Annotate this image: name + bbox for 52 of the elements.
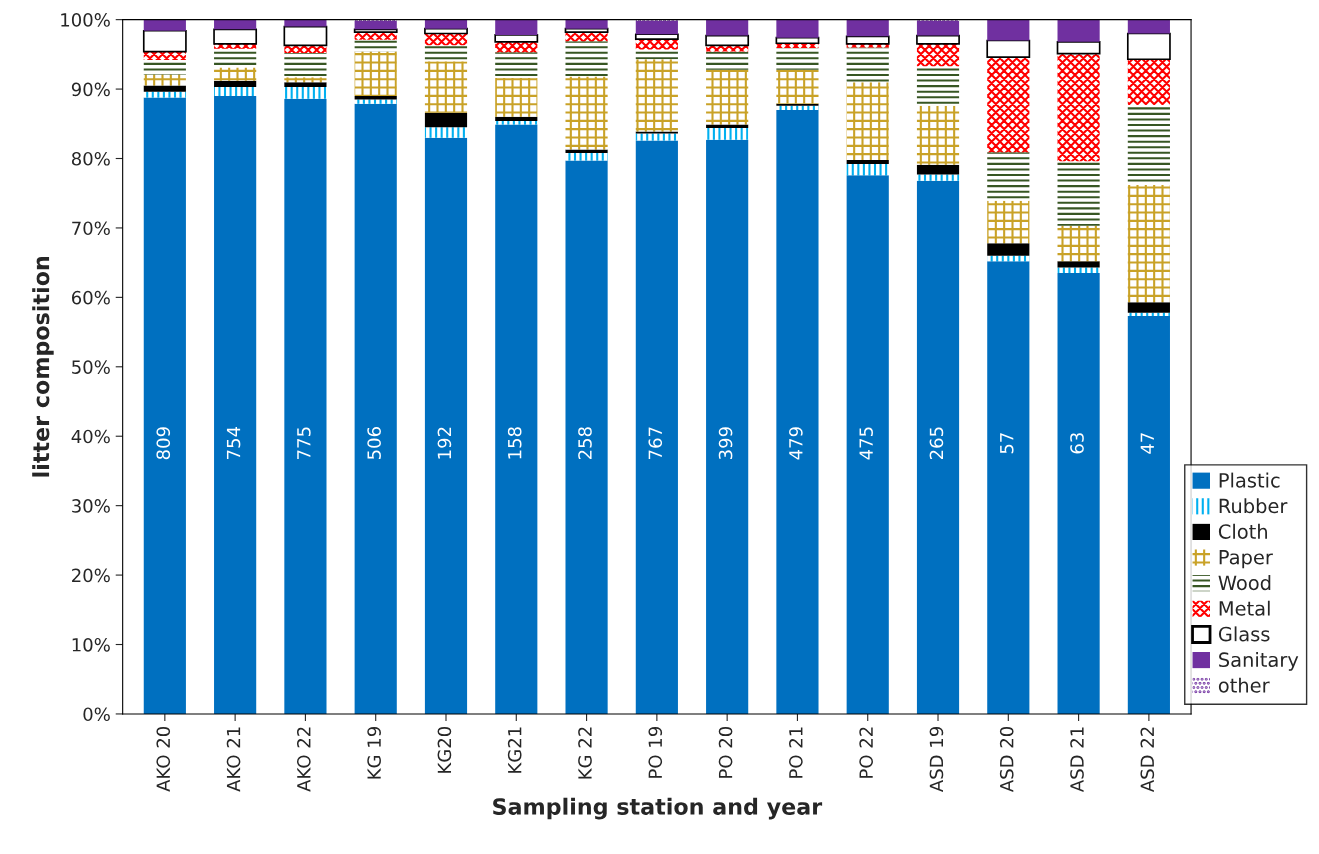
- x-tick-label: ASD 22: [1140, 727, 1155, 793]
- annotation: 57: [1000, 433, 1014, 454]
- x-tick-label: KG21: [507, 727, 522, 773]
- y-tick-label: 90%: [71, 82, 110, 97]
- y-tick-label: 80%: [71, 151, 110, 166]
- y-tick-label: 0%: [83, 707, 110, 722]
- annotation: 754: [226, 426, 241, 459]
- annotation: 767: [648, 427, 663, 459]
- legend-label: Metal: [1219, 600, 1270, 616]
- x-tick-label: ASD 20: [999, 726, 1014, 793]
- annotation: 479: [789, 427, 803, 460]
- x-tick-label: PO 22: [859, 727, 873, 778]
- legend-label: Cloth: [1218, 523, 1267, 539]
- x-tick-label: PO 19: [648, 727, 663, 778]
- legend-label: other: [1218, 677, 1270, 693]
- y-tick-label: 10%: [72, 637, 110, 652]
- x-tick-label: ASD 19: [929, 727, 944, 793]
- y-tick-label: 30%: [72, 499, 110, 513]
- annotation: 63: [1070, 433, 1084, 454]
- x-tick-label: AKO 22: [297, 727, 311, 792]
- y-tick-label: 100%: [61, 13, 110, 27]
- legend-label: Glass: [1218, 626, 1270, 642]
- x-tick-label: PO 20: [718, 726, 733, 778]
- x-tick-label: KG 19: [367, 727, 381, 779]
- y-tick-label: 70%: [72, 221, 110, 236]
- x-tick-label: KG 22: [578, 727, 592, 779]
- legend-label: Sanitary: [1219, 652, 1299, 671]
- legend-label: Paper: [1219, 550, 1273, 569]
- y-tick-label: 50%: [72, 360, 110, 374]
- legend-label: Plastic: [1219, 472, 1280, 488]
- annotation: 475: [859, 427, 873, 460]
- y-tick-label: 20%: [72, 568, 110, 583]
- annotation: 158: [507, 427, 522, 459]
- legend-label: Rubber: [1219, 498, 1288, 514]
- x-tick-label: ASD 21: [1070, 727, 1084, 793]
- x-tick-label: PO 21: [789, 727, 803, 778]
- y-tick-label: 60%: [71, 290, 110, 305]
- y-tick-label: 40%: [71, 429, 110, 444]
- annotation: 809: [156, 427, 171, 460]
- x-tick-label: AKO 21: [226, 727, 241, 792]
- annotation: 265: [929, 427, 944, 460]
- annotation: 192: [437, 427, 452, 459]
- annotation: 506: [367, 427, 381, 459]
- legend-label: Wood: [1218, 575, 1271, 591]
- annotation: 258: [578, 427, 592, 460]
- x-axis-title: Sampling station and year: [493, 797, 823, 820]
- x-tick-label: KG20: [437, 726, 452, 773]
- annotation: 775: [297, 427, 311, 459]
- y-axis-title: litter composition: [32, 256, 54, 477]
- annotation: 47: [1140, 433, 1154, 454]
- x-tick-label: AKO 20: [156, 726, 171, 792]
- annotation: 399: [718, 427, 733, 460]
